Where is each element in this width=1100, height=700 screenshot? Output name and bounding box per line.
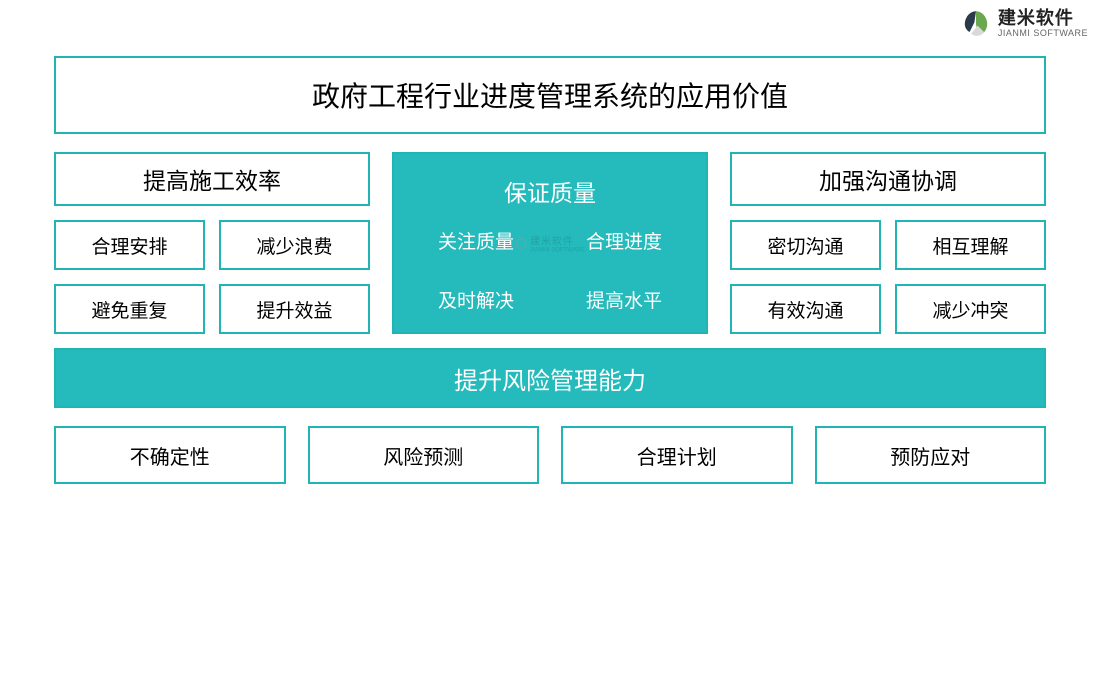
main-title-text: 政府工程行业进度管理系统的应用价值 [312, 75, 788, 115]
wide-bar: 提升风险管理能力 [54, 348, 1046, 408]
left-item-3: 提升效益 [219, 284, 370, 334]
right-header-text: 加强沟通协调 [819, 162, 957, 196]
center-item-2: 及时解决 [438, 286, 514, 313]
bottom-item-2: 合理计划 [561, 426, 793, 484]
left-column: 提高施工效率 合理安排 减少浪费 避免重复 提升效益 [54, 152, 370, 334]
wide-bar-text: 提升风险管理能力 [454, 361, 646, 396]
left-item-0: 合理安排 [54, 220, 205, 270]
center-item-3: 提高水平 [586, 286, 662, 313]
main-title-box: 政府工程行业进度管理系统的应用价值 [54, 56, 1046, 134]
left-header-box: 提高施工效率 [54, 152, 370, 206]
center-items-grid: 关注质量 合理进度 及时解决 提高水平 [412, 226, 688, 314]
three-column-row: 提高施工效率 合理安排 减少浪费 避免重复 提升效益 保证质量 关注质量 合理进… [54, 152, 1046, 334]
brand-logo: 建米软件 JIANMI SOFTWARE [960, 8, 1088, 40]
left-item-2: 避免重复 [54, 284, 205, 334]
bottom-row: 不确定性 风险预测 合理计划 预防应对 [54, 426, 1046, 484]
center-item-1: 合理进度 [586, 227, 662, 254]
logo-icon [960, 8, 992, 40]
right-items-grid: 密切沟通 相互理解 有效沟通 减少冲突 [730, 220, 1046, 334]
left-item-1: 减少浪费 [219, 220, 370, 270]
right-item-2: 有效沟通 [730, 284, 881, 334]
right-column: 加强沟通协调 密切沟通 相互理解 有效沟通 减少冲突 [730, 152, 1046, 334]
center-item-0: 关注质量 [438, 227, 514, 254]
right-header-box: 加强沟通协调 [730, 152, 1046, 206]
left-header-text: 提高施工效率 [143, 162, 281, 196]
logo-name-en: JIANMI SOFTWARE [998, 29, 1088, 39]
bottom-item-1: 风险预测 [308, 426, 540, 484]
left-items-grid: 合理安排 减少浪费 避免重复 提升效益 [54, 220, 370, 334]
center-panel: 保证质量 关注质量 合理进度 及时解决 提高水平 建米软件 JIANMI SOF… [392, 152, 708, 334]
right-item-1: 相互理解 [895, 220, 1046, 270]
diagram-root: 政府工程行业进度管理系统的应用价值 提高施工效率 合理安排 减少浪费 避免重复 … [0, 0, 1100, 514]
center-header-text: 保证质量 [412, 166, 688, 226]
right-item-0: 密切沟通 [730, 220, 881, 270]
logo-name-cn: 建米软件 [998, 9, 1088, 29]
bottom-item-3: 预防应对 [815, 426, 1047, 484]
bottom-item-0: 不确定性 [54, 426, 286, 484]
right-item-3: 减少冲突 [895, 284, 1046, 334]
